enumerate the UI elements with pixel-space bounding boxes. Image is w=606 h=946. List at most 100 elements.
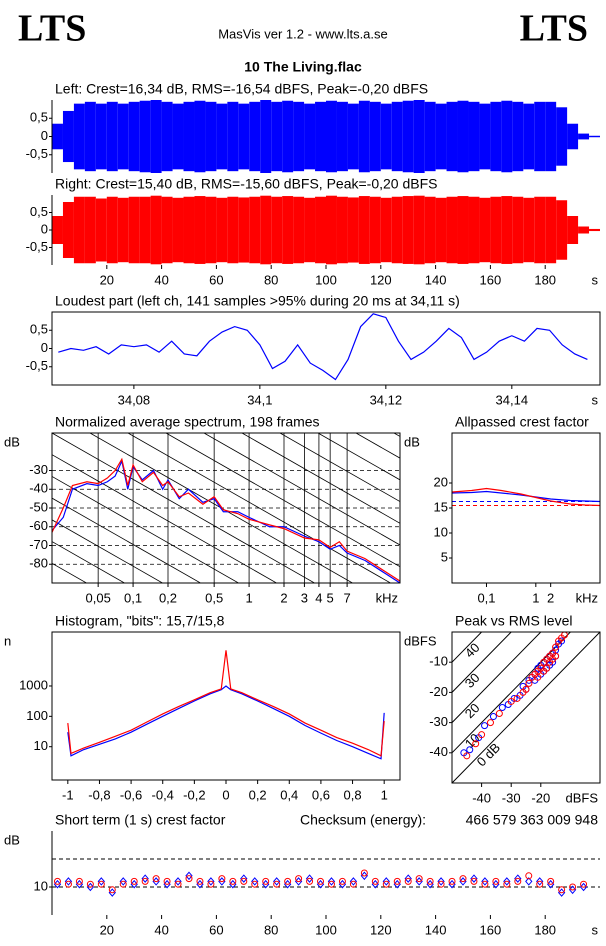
waveform-envelope (369, 196, 381, 264)
plot-area (52, 433, 400, 583)
x-tick-label: -1 (62, 787, 74, 802)
y-tick-label: 10 (434, 524, 448, 539)
x-tick-label: 2 (280, 590, 287, 605)
point (525, 679, 533, 687)
waveform-envelope (545, 101, 557, 172)
point (53, 879, 62, 889)
point (163, 879, 171, 889)
point (97, 877, 105, 886)
x-tick-label: 7 (343, 590, 350, 605)
waveform-envelope (446, 196, 458, 264)
waveform-envelope (172, 197, 184, 263)
series-line (52, 459, 400, 583)
x-tick-label: 20 (100, 922, 114, 937)
point (207, 877, 215, 886)
waveform-envelope (128, 101, 140, 172)
point (349, 880, 357, 888)
reference-slope (52, 433, 316, 583)
waveform-envelope (73, 196, 85, 264)
point (218, 877, 226, 886)
waveform-envelope (567, 123, 579, 150)
y-tick-label: -30 (29, 462, 48, 477)
point (448, 879, 456, 889)
waveform-envelope (413, 100, 425, 173)
point (327, 877, 336, 886)
waveform-envelope (424, 101, 436, 172)
point (382, 880, 390, 888)
waveform-envelope (139, 100, 151, 173)
reference-slope (52, 454, 278, 583)
chart-title: Allpassed crest factor (455, 414, 589, 430)
point (415, 875, 423, 883)
point (229, 879, 237, 889)
y-tick-label: -10 (429, 654, 448, 669)
waveform-envelope (435, 197, 447, 263)
reference-slope (241, 433, 400, 524)
waveform-envelope (402, 100, 414, 173)
point (470, 877, 478, 885)
y-tick-label: -60 (29, 518, 48, 533)
x-tick-label: 160 (480, 922, 502, 937)
waveform-envelope (523, 197, 535, 263)
plot-frame (451, 631, 601, 784)
crest-line (452, 632, 512, 693)
plot-area (52, 100, 600, 173)
y-tick-label: 10 (34, 878, 48, 893)
x-tick-label: -0,2 (183, 787, 205, 802)
waveform-envelope (205, 101, 217, 172)
y-unit: dB (4, 832, 20, 847)
reference-slope (52, 541, 126, 583)
x-unit: s (592, 392, 599, 407)
series-line (52, 457, 400, 582)
waveform-envelope (84, 101, 96, 172)
waveform-envelope (545, 196, 557, 264)
y-tick-label: 1000 (19, 677, 48, 692)
waveform-envelope (501, 100, 513, 173)
waveform-envelope (446, 101, 458, 172)
waveform-envelope (161, 196, 173, 264)
point (580, 880, 588, 888)
point (185, 875, 193, 883)
waveform-envelope (369, 101, 381, 172)
x-tick-label: 3 (301, 590, 308, 605)
x-tick-label: 0,2 (249, 787, 267, 802)
point (514, 877, 522, 885)
point (75, 877, 83, 885)
waveform-envelope (95, 198, 107, 262)
waveform-envelope (216, 103, 228, 170)
waveform-envelope (84, 196, 96, 264)
x-tick-label: 140 (425, 272, 447, 287)
x-tick-label: 0,2 (159, 590, 177, 605)
point (360, 869, 368, 877)
waveform-envelope (501, 196, 513, 264)
x-tick-label: 40 (154, 922, 168, 937)
waveform-envelope (413, 195, 425, 265)
point (108, 886, 116, 894)
waveform-envelope (479, 197, 491, 263)
point (196, 877, 204, 885)
x-unit: s (592, 922, 599, 937)
waveform-envelope (271, 101, 283, 172)
point (317, 877, 325, 885)
point (283, 879, 292, 889)
point (53, 877, 61, 885)
crest-line (452, 632, 572, 754)
point (382, 877, 390, 886)
point (481, 877, 489, 886)
waveform-envelope (512, 196, 524, 264)
waveform-envelope (183, 101, 195, 172)
y-unit: dB (404, 434, 420, 449)
reference-slope (203, 433, 400, 546)
chart-title: Left: Crest=16,34 dB, RMS=-16,54 dBFS, P… (55, 81, 428, 97)
waveform-envelope (117, 197, 129, 263)
waveform-envelope (556, 200, 568, 260)
point (393, 879, 401, 889)
point (404, 877, 412, 885)
waveform-envelope (227, 196, 239, 264)
point (486, 719, 494, 727)
point (86, 882, 95, 892)
point (64, 880, 72, 888)
point (262, 879, 270, 889)
waveform-envelope (260, 195, 272, 265)
x-tick-label: -0,4 (152, 787, 174, 802)
